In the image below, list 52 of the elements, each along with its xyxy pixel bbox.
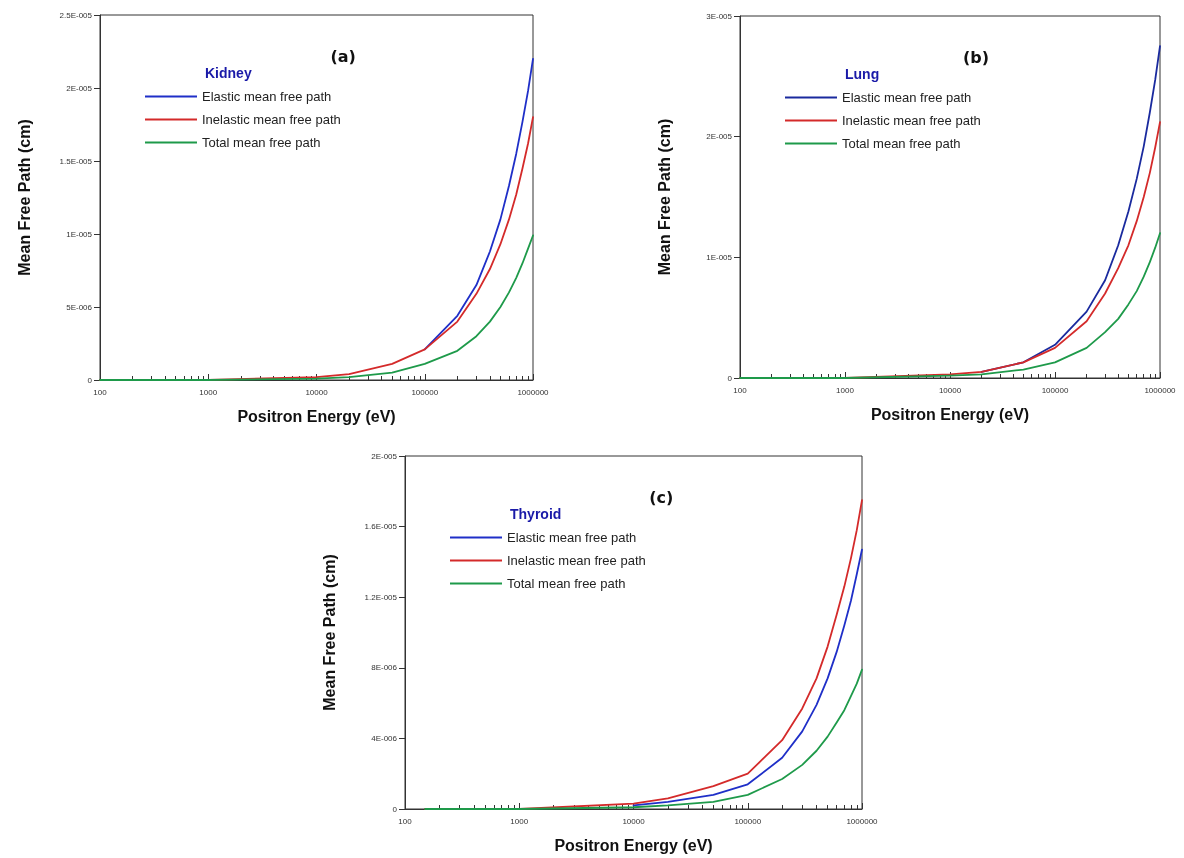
y-axis-title: Mean Free Path (cm): [320, 554, 338, 711]
x-tick-label: 1000000: [517, 387, 550, 397]
x-tick-label: 100: [733, 385, 748, 395]
y-tick-label: 2E-005: [371, 451, 398, 461]
x-axis-title: Positron Energy (eV): [237, 407, 396, 425]
x-tick-label: 1000: [510, 816, 529, 826]
text: (b): [962, 47, 990, 67]
legend-label: Elastic mean free path: [842, 90, 972, 105]
y-axis-title: Mean Free Path (cm): [15, 119, 33, 276]
legend-title: Thyroid: [510, 506, 562, 522]
x-axis-title: Positron Energy (eV): [870, 405, 1030, 423]
y-tick-label: 8E-006: [371, 663, 398, 673]
text: (c): [649, 487, 674, 507]
y-tick-label: 1E-005: [706, 252, 733, 262]
y-tick-label: 4E-006: [371, 733, 398, 743]
x-axis-title: Positron Energy (eV): [554, 836, 713, 854]
x-tick-label: 1000000: [1144, 385, 1177, 395]
x-tick-label: 100: [398, 816, 413, 826]
y-tick-label: 0: [727, 373, 733, 383]
legend-label: Elastic mean free path: [507, 530, 637, 545]
x-tick-label: 100000: [1041, 385, 1069, 395]
x-tick-label: 100: [93, 387, 108, 397]
legend-title: Kidney: [205, 65, 252, 81]
legend-label: Inelastic mean free path: [507, 553, 646, 568]
x-tick-label: 10000: [938, 385, 962, 395]
x-tick-label: 1000: [199, 387, 218, 397]
legend-label: Total mean free path: [507, 576, 626, 591]
y-tick-label: 2E-005: [66, 83, 93, 93]
y-tick-label: 1.6E-005: [364, 522, 398, 532]
legend-label: Total mean free path: [842, 136, 961, 151]
y-tick-label: 2.5E-005: [59, 10, 93, 20]
legend-label: Inelastic mean free path: [202, 112, 341, 127]
y-tick-label: 0: [87, 375, 93, 385]
y-tick-label: 5E-006: [66, 302, 93, 312]
legend-label: Total mean free path: [202, 135, 321, 150]
y-tick-label: 3E-005: [706, 11, 733, 21]
legend-title: Lung: [845, 66, 880, 82]
y-tick-label: 1.2E-005: [364, 592, 398, 602]
x-tick-label: 10000: [305, 387, 329, 397]
x-tick-label: 100000: [734, 816, 762, 826]
x-tick-label: 10000: [622, 816, 646, 826]
y-tick-label: 1E-005: [66, 229, 93, 239]
legend-label: Elastic mean free path: [202, 89, 332, 104]
y-tick-label: 1.5E-005: [59, 156, 93, 166]
text: (a): [330, 46, 356, 66]
y-axis-title: Mean Free Path (cm): [655, 118, 673, 276]
y-tick-label: 2E-005: [706, 132, 733, 142]
y-tick-label: 0: [392, 804, 398, 814]
x-tick-label: 1000: [836, 385, 855, 395]
x-tick-label: 1000000: [846, 816, 879, 826]
legend-label: Inelastic mean free path: [842, 113, 981, 128]
x-tick-label: 100000: [411, 387, 439, 397]
